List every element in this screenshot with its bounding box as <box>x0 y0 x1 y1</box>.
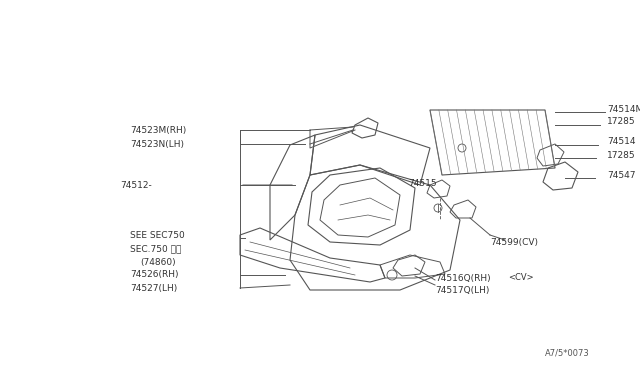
Text: 74512-: 74512- <box>120 180 152 189</box>
Text: 74523M(RH): 74523M(RH) <box>130 125 186 135</box>
Text: 74515: 74515 <box>408 179 436 187</box>
Text: 74514: 74514 <box>607 138 636 147</box>
Text: (74860): (74860) <box>140 257 175 266</box>
Text: 74514M: 74514M <box>607 105 640 113</box>
Text: <CV>: <CV> <box>508 273 534 282</box>
Text: 74523N(LH): 74523N(LH) <box>130 140 184 148</box>
Text: 74599(CV): 74599(CV) <box>490 237 538 247</box>
Text: 17285: 17285 <box>607 118 636 126</box>
Text: SEE SEC750: SEE SEC750 <box>130 231 185 241</box>
Text: 74517Q(LH): 74517Q(LH) <box>435 286 490 295</box>
Text: 74527(LH): 74527(LH) <box>130 283 177 292</box>
Text: 17285: 17285 <box>607 151 636 160</box>
Text: 74516Q(RH): 74516Q(RH) <box>435 273 491 282</box>
Text: SEC.750 参照: SEC.750 参照 <box>130 244 181 253</box>
Text: 74526(RH): 74526(RH) <box>130 270 179 279</box>
Text: A7/5*0073: A7/5*0073 <box>545 349 590 358</box>
Text: 74547: 74547 <box>607 170 636 180</box>
